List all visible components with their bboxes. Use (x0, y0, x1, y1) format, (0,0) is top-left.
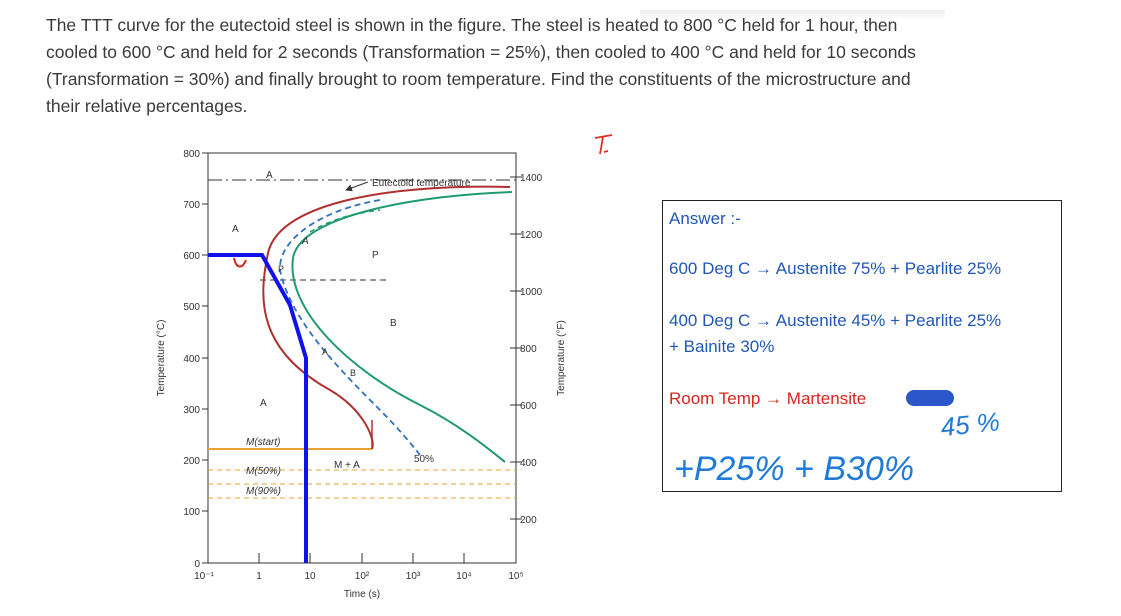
y2-tick: 600 (520, 401, 537, 412)
y-axis-title-right: Temperature (°F) (556, 320, 567, 396)
handwritten-sum: +P25% + B30% (674, 450, 914, 488)
x-tick: 10 (304, 571, 316, 582)
label-a-arrow: A (301, 236, 309, 247)
handwritten-t-mark (594, 134, 613, 155)
answer-line-room-temp: Room Temp → Martensite (669, 389, 867, 408)
label-m90: M(90%) (246, 486, 281, 497)
y-tick: 200 (183, 456, 200, 467)
y-tick: 800 (183, 149, 200, 160)
answer-line-bainite: + Bainite 30% (669, 337, 775, 356)
y2-tick: 1400 (520, 173, 543, 184)
label-m-start: M(start) (246, 437, 280, 448)
handwritten-annotation: 45 % +P25% + B30% (674, 406, 1001, 488)
label-fifty: 50% (414, 454, 434, 465)
answer-line-600: 600 Deg C → Austenite 75% + Pearlite 25% (669, 259, 1002, 278)
x-tick: 1 (256, 571, 262, 582)
plot-frame (207, 152, 517, 564)
y2-tick: 800 (520, 344, 537, 355)
answer-line-400: 400 Deg C → Austenite 45% + Pearlite 25% (669, 311, 1002, 330)
label-a-low: A (260, 398, 267, 409)
y-tick: 400 (183, 354, 200, 365)
ttt-diagram: 800 700 600 500 400 300 200 100 0 1400 1… (156, 149, 567, 600)
x-tick: 10³ (406, 571, 421, 582)
top-shade (640, 10, 945, 20)
y-axis-title-left: Temperature (°C) (156, 320, 167, 397)
label-m50: M(50%) (246, 466, 281, 477)
y-tick: 300 (183, 405, 200, 416)
x-tick: 10⁵ (508, 571, 523, 582)
label-b-arrow: B (350, 368, 356, 378)
right-axis-ticks (510, 176, 522, 520)
answer-box: Answer :- 600 Deg C → Austenite 75% + Pe… (662, 200, 1062, 492)
x-axis-title: Time (s) (344, 589, 380, 600)
label-m-plus-a: M + A (334, 460, 360, 471)
y-tick: 700 (183, 200, 200, 211)
y-tick: 600 (183, 251, 200, 262)
x-tick: 10⁻¹ (194, 571, 214, 582)
eutectoid-label: Eutectoid temperature (372, 178, 471, 189)
red-marker (233, 257, 247, 268)
y2-tick: 1000 (520, 287, 543, 298)
label-a-left: A (232, 224, 239, 235)
label-b-region: B (390, 318, 397, 329)
label-p-curve: P (278, 264, 284, 274)
scribble-mark (906, 390, 954, 406)
y2-tick: 1200 (520, 230, 543, 241)
handwritten-45-percent: 45 % (939, 406, 1001, 442)
label-p-region: P (372, 250, 379, 261)
finish-curve (291, 191, 513, 463)
answer-title: Answer :- (669, 209, 741, 228)
x-tick: 10⁴ (456, 571, 471, 582)
fifty-percent-curve (279, 199, 421, 456)
y2-tick: 400 (520, 458, 537, 469)
question-text: The TTT curve for the eutectoid steel is… (46, 15, 916, 116)
y-tick: 500 (183, 302, 200, 313)
x-tick: 10² (355, 571, 370, 582)
y-tick: 100 (183, 507, 200, 518)
y2-tick: 200 (520, 515, 537, 526)
label-a-top: A (266, 170, 273, 181)
left-axis-ticks (202, 152, 208, 564)
label-a-mid: A (322, 347, 328, 357)
y-tick: 0 (194, 559, 200, 570)
bottom-axis-ticks (207, 553, 517, 563)
start-curve (262, 185, 511, 450)
